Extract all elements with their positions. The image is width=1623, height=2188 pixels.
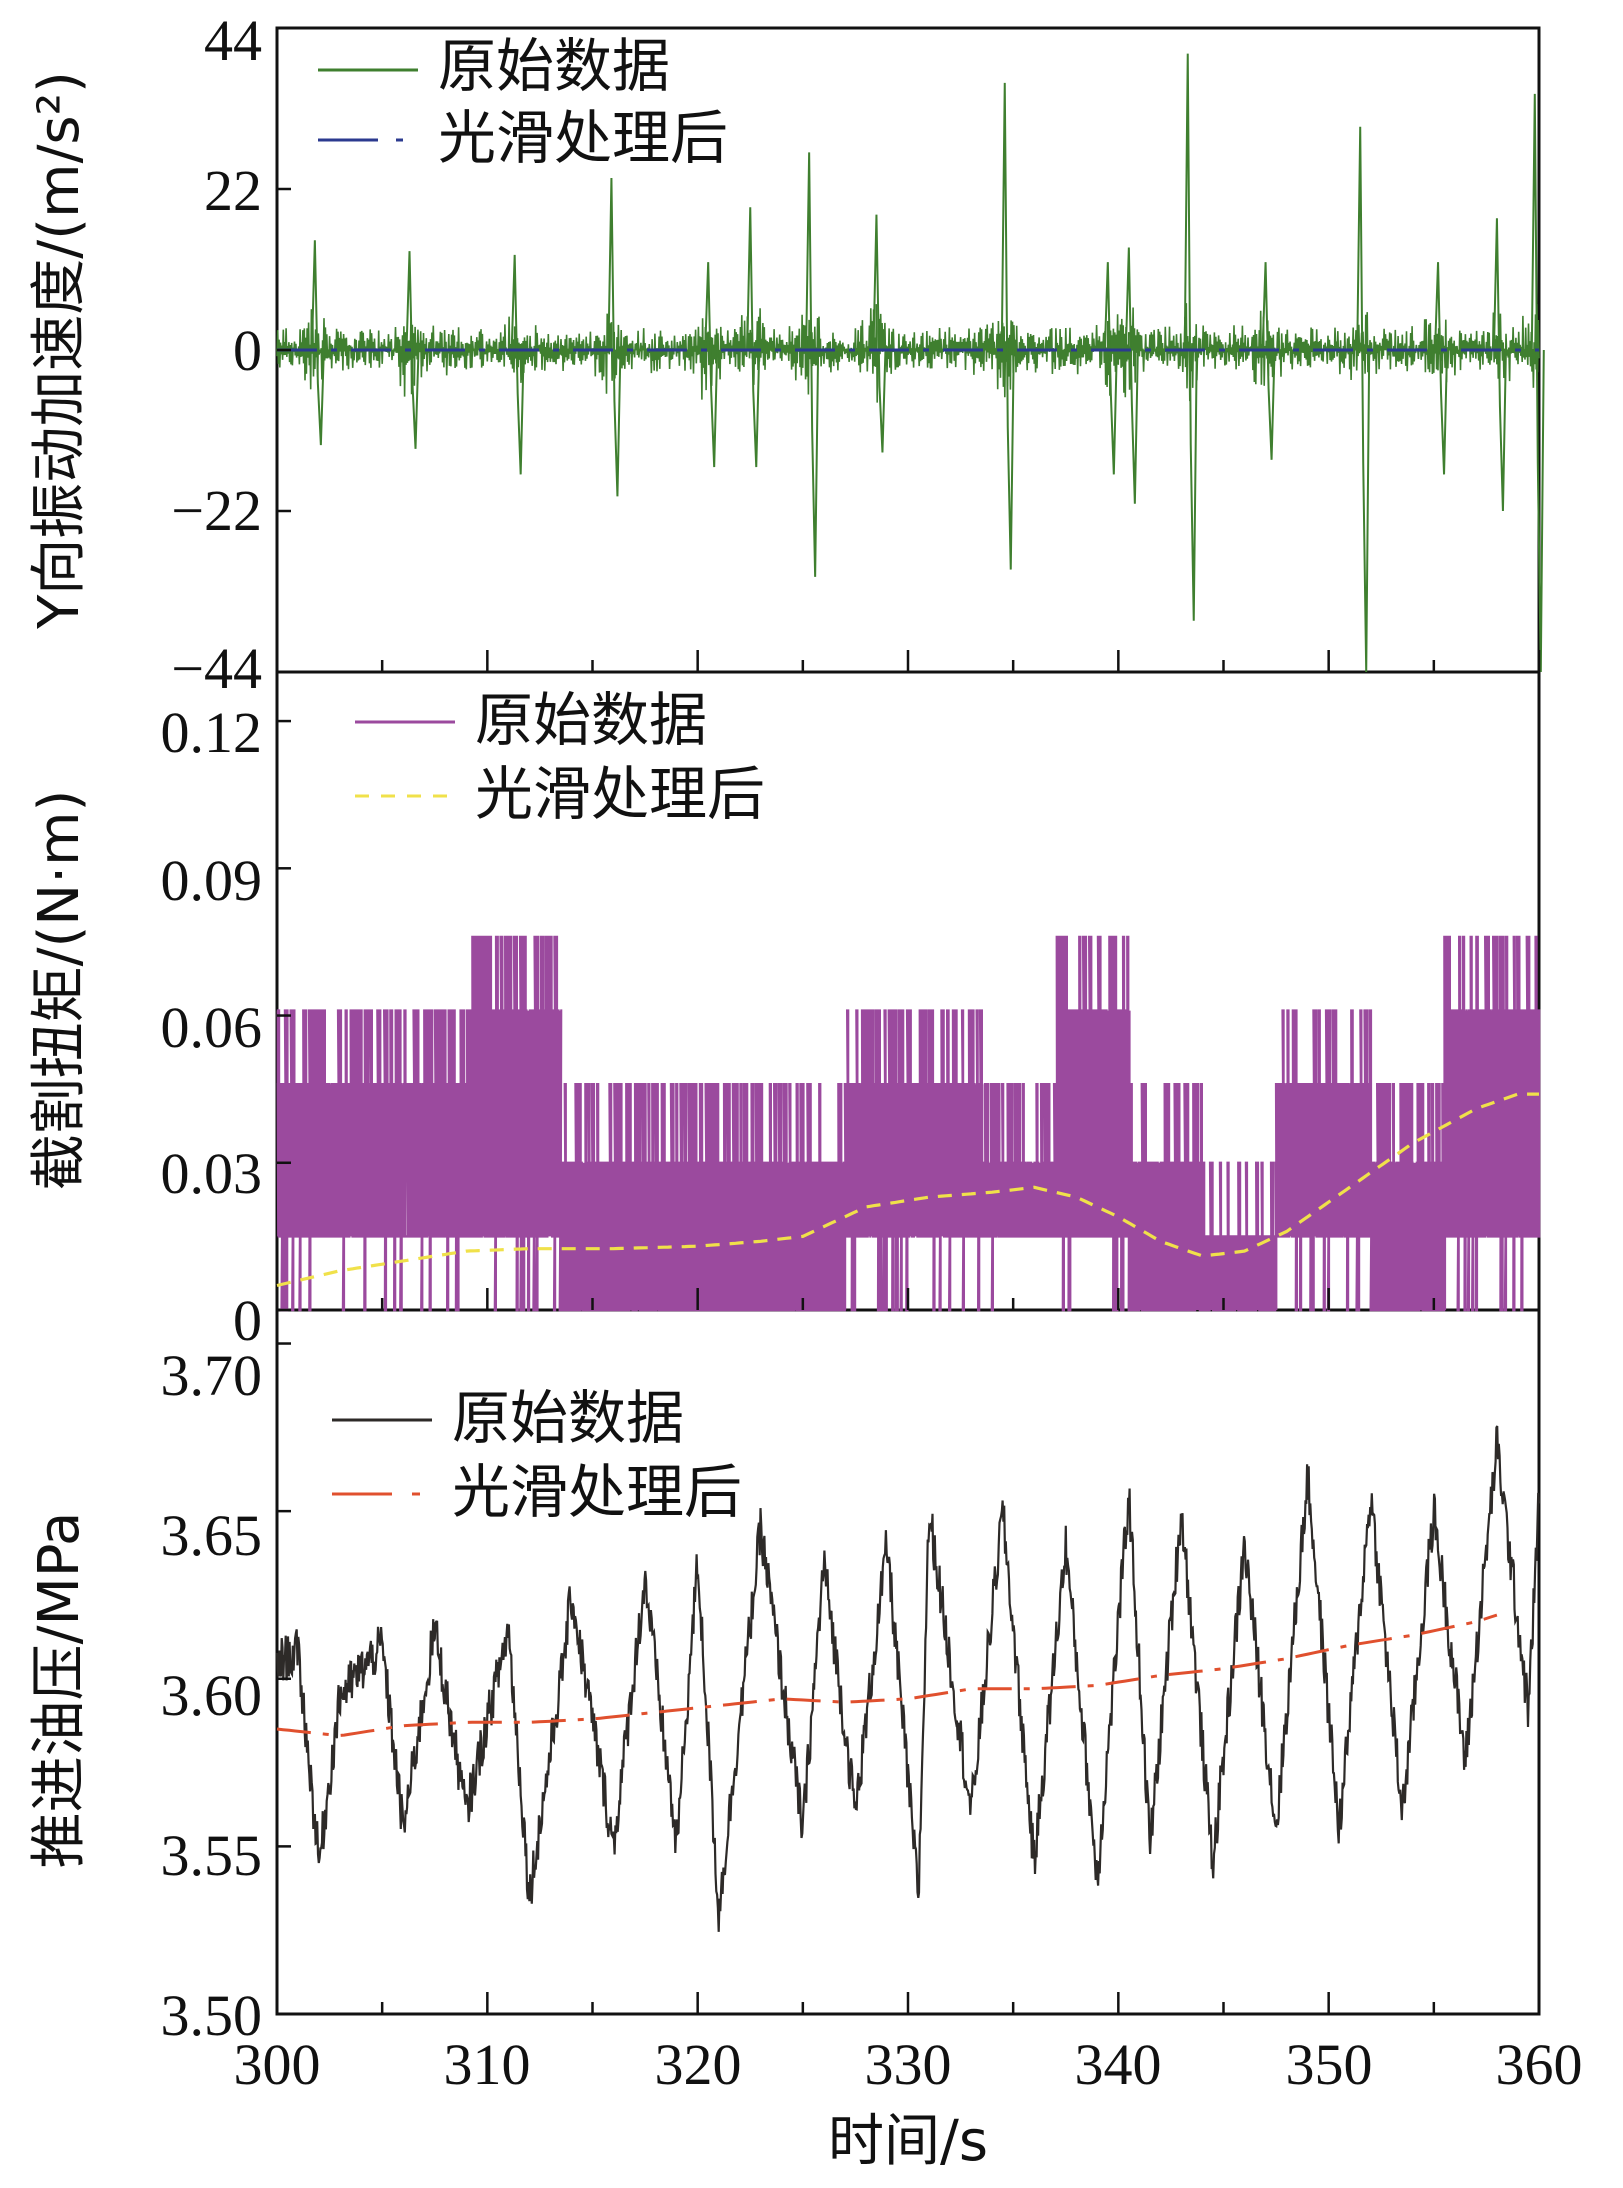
panel-1-raw-spike <box>607 178 622 497</box>
panel-1-raw-spike <box>1434 262 1449 475</box>
panel-2-legend: 原始数据 光滑处理后 <box>355 686 765 828</box>
x-tick-label: 320 <box>655 2032 742 2097</box>
panel-1-legend: 原始数据 光滑处理后 <box>318 32 728 172</box>
panel-3-ytick-label: 3.65 <box>161 1503 263 1568</box>
panel-1-raw-series-line <box>276 303 1540 403</box>
panel-3-smooth-series-line <box>276 1613 1498 1738</box>
panel-1-ytick-label: −44 <box>171 636 262 701</box>
panel-1-raw-spike <box>1183 53 1198 621</box>
panel-1-y-ticks: 44 22 0 −22 −44 <box>171 8 262 701</box>
panel-2-y-ticks: 0.12 0.09 0.06 0.03 0 <box>161 700 263 1353</box>
panel-1-y-axis-label: Y向振动加速度/(m/s²) <box>27 71 92 630</box>
panel-1-raw-spike <box>1492 218 1507 512</box>
x-tick-label: 340 <box>1075 2032 1162 2097</box>
panel-3-ytick-label: 3.50 <box>161 1983 263 2048</box>
panel-2-raw-series-line <box>276 935 1541 1312</box>
panel-2-legend-raw-label: 原始数据 <box>475 686 707 754</box>
panel-1-raw-spike <box>805 152 820 577</box>
panel-3-plot-area <box>275 1425 1541 1932</box>
panel-1-legend-raw-label: 原始数据 <box>438 32 670 100</box>
panel-2-smooth-series-line <box>276 1092 1539 1288</box>
panel-3-ytick-label: 3.70 <box>161 1343 263 1408</box>
panel-2-ytick-label: 0.03 <box>161 1141 263 1206</box>
panel-3-legend-smooth-label: 光滑处理后 <box>452 1458 742 1526</box>
panel-2-legend-smooth-label: 光滑处理后 <box>475 760 765 828</box>
panel-1-raw-spike <box>310 240 325 446</box>
panel-3-ytick-label: 3.60 <box>161 1663 263 1728</box>
panel-1-plot-area <box>276 53 1545 673</box>
panel-2-plot-area <box>276 935 1541 1312</box>
panel-2-ytick-label: 0 <box>233 1288 262 1353</box>
panel-1-raw-spike <box>1530 93 1545 673</box>
panel-1-raw-spike <box>1356 126 1371 673</box>
panel-2-y-axis-label: 截割扭矩/(N·m) <box>27 790 92 1191</box>
panel-1-ytick-label: 22 <box>204 158 262 223</box>
panel-3-y-axis-label: 推进油压/MPa <box>27 1512 92 1869</box>
panel-1-raw-spike <box>405 251 420 449</box>
panel-3-ytick-label: 3.55 <box>161 1823 263 1888</box>
panel-1-legend-smooth-label: 光滑处理后 <box>438 104 728 172</box>
x-tick-label: 300 <box>234 2032 321 2097</box>
panel-2-ytick-label: 0.06 <box>161 995 263 1060</box>
panel-1-raw-spike <box>1261 262 1276 460</box>
panel-1-raw-spike <box>510 254 525 475</box>
panel-2-ytick-label: 0.09 <box>161 848 263 913</box>
panel-1-raw-spike <box>704 262 719 468</box>
panel-3-raw-series-line <box>275 1425 1541 1932</box>
x-tick-label: 360 <box>1496 2032 1583 2097</box>
panel-1-raw-spike <box>746 207 761 468</box>
panel-1-raw-spike <box>1124 247 1139 504</box>
panel-3-legend: 原始数据 光滑处理后 <box>332 1384 742 1526</box>
panel-2-ytick-label: 0.12 <box>161 700 263 765</box>
x-tick-label: 310 <box>444 2032 531 2097</box>
panel-1-ytick-label: −22 <box>171 478 262 543</box>
panel-1-raw-spike <box>1103 262 1118 475</box>
panel-1-ytick-label: 0 <box>233 318 262 383</box>
x-axis-tick-labels: 300 310 320 330 340 350 360 <box>234 2032 1583 2097</box>
panel-1-raw-spike <box>872 214 887 453</box>
x-axis-ticks <box>275 26 1541 2016</box>
panel-3-y-ticks: 3.70 3.65 3.60 3.55 3.50 <box>161 1343 263 2048</box>
x-tick-label: 350 <box>1286 2032 1373 2097</box>
panel-1-raw-spike <box>1000 82 1015 570</box>
panel-1-ytick-label: 44 <box>204 8 262 73</box>
panel-3-legend-raw-label: 原始数据 <box>452 1384 684 1452</box>
x-axis-label: 时间/s <box>828 2109 988 2174</box>
x-tick-label: 330 <box>865 2032 952 2097</box>
